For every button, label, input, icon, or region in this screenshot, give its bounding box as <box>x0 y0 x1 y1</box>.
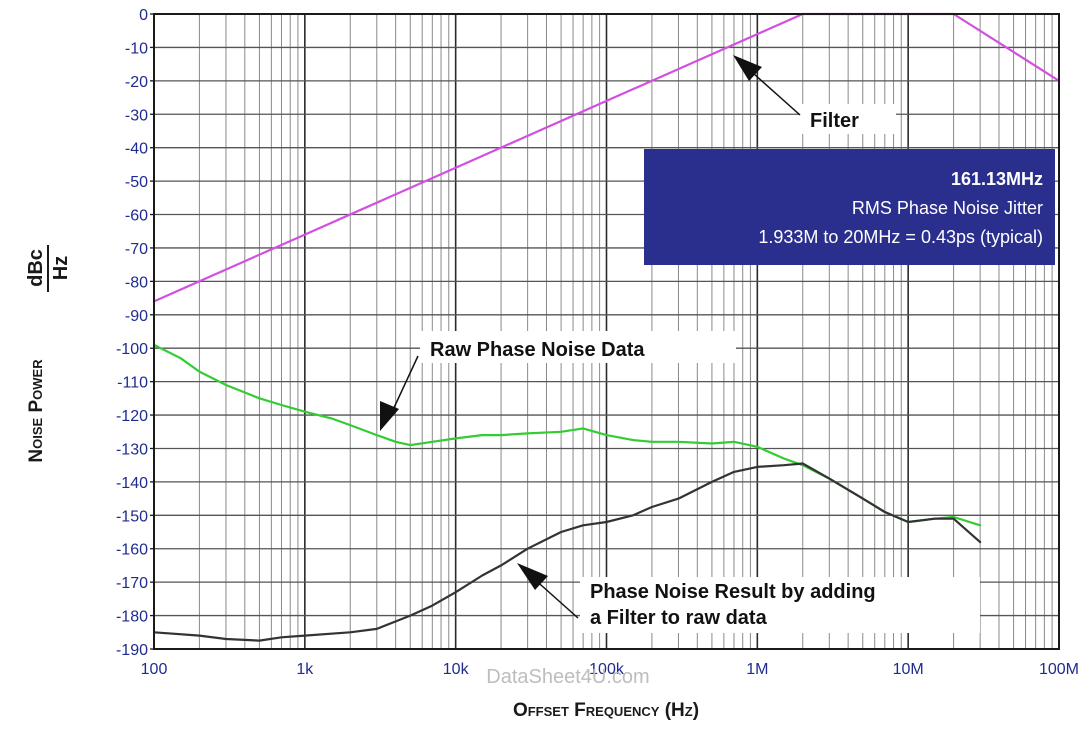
x-tick-label: 100M <box>1039 661 1079 678</box>
y-tick-label: -130 <box>116 441 148 458</box>
grid-lines <box>154 14 1059 649</box>
x-tick-label: 10k <box>443 661 470 678</box>
plot-frame <box>153 13 1060 650</box>
series-line-2 <box>152 462 982 642</box>
y-tick-label: -110 <box>117 375 148 392</box>
y-tick-label: -120 <box>116 408 148 425</box>
y-tick-labels: 0 -10 -20 -30 -40 -50 -60 -70 -80 -90 -100 -110 -120… <box>116 7 154 659</box>
y-tick-label: -90 <box>125 308 148 325</box>
raw-label: Raw Phase Noise Data <box>430 339 645 361</box>
result-arrow-head <box>517 563 548 590</box>
raw-arrow-line <box>391 355 419 413</box>
y-tick-label: 0 <box>139 7 148 24</box>
info-box-title: RMS Phase Noise Jitter <box>852 198 1043 218</box>
result-annotation: Phase Noise Result by adding a Filter to… <box>517 563 980 633</box>
info-box-jitter: 1.933M to 20MHz = 0.43ps (typical) <box>758 227 1043 247</box>
filter-arrow-head <box>733 55 762 81</box>
y-tick-label: -30 <box>125 107 148 124</box>
y-tick-label: -160 <box>116 542 148 559</box>
y-tick-label: -140 <box>116 475 148 492</box>
y-tick-label: -70 <box>125 241 148 258</box>
y-axis-title-text: Noise Power <box>26 359 47 463</box>
watermark: DataSheet4U.com <box>486 666 649 688</box>
x-tick-label: 1M <box>746 661 768 678</box>
x-axis-title: Offset Frequency (Hz) <box>513 700 699 721</box>
info-box-background <box>644 149 1055 265</box>
result-label-line2: a Filter to raw data <box>590 607 768 629</box>
raw-arrow-head <box>380 401 399 431</box>
y-tick-label: -10 <box>125 40 148 57</box>
raw-label-bg <box>420 331 736 363</box>
x-tick-label: 10M <box>893 661 924 678</box>
info-box-frequency: 161.13MHz <box>951 169 1043 189</box>
y-axis-unit-denominator: Hz <box>50 256 72 280</box>
y-tick-label: -40 <box>125 141 148 158</box>
x-tick-labels: 100 1k 10k 100k 1M 10M 100M <box>141 661 1079 678</box>
y-tick-label: -50 <box>125 174 148 191</box>
y-tick-label: -170 <box>116 575 148 592</box>
x-tick-label: 100k <box>589 661 625 678</box>
series-line-1 <box>152 343 982 527</box>
y-tick-label: -150 <box>116 508 148 525</box>
y-axis-title: Noise Power dBc Hz <box>25 245 72 463</box>
y-tick-label: -190 <box>116 642 148 659</box>
x-tick-label: 1k <box>296 661 314 678</box>
y-tick-label: -180 <box>116 609 148 626</box>
y-axis-unit-numerator: dBc <box>25 249 47 287</box>
y-tick-label: -60 <box>125 208 148 225</box>
y-tick-label: -100 <box>116 341 148 358</box>
raw-annotation: Raw Phase Noise Data <box>380 331 736 431</box>
filter-annotation: Filter <box>733 55 896 134</box>
x-tick-label: 100 <box>141 661 168 678</box>
result-label-bg <box>580 577 980 633</box>
y-tick-label: -80 <box>125 274 148 291</box>
y-tick-label: -20 <box>125 74 148 91</box>
filter-label-bg <box>800 104 896 134</box>
result-label-line1: Phase Noise Result by adding <box>590 581 876 603</box>
filter-label: Filter <box>810 110 859 132</box>
info-box: 161.13MHz RMS Phase Noise Jitter 1.933M … <box>644 149 1055 265</box>
